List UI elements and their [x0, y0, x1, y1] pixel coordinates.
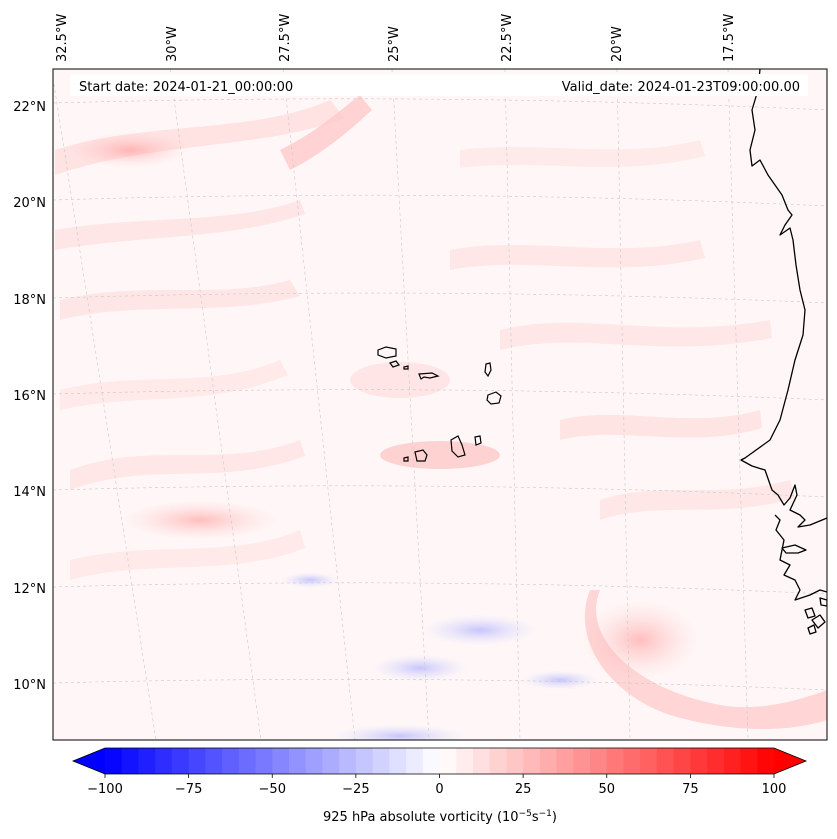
island-sal	[484, 362, 492, 378]
start-date-label: Start date: 2024-01-21_00:00:00	[79, 80, 293, 95]
colorbar-swatch	[456, 748, 474, 774]
colorbar-label: 925 hPa absolute vorticity (10−5s−1)	[323, 809, 557, 825]
lat-label-14n: 14°N	[13, 485, 46, 500]
island-brava	[403, 456, 409, 462]
lat-label-22n: 22°N	[13, 100, 46, 115]
colorbar-swatch	[406, 748, 424, 774]
colorbar-swatch	[690, 748, 708, 774]
map-frame	[52, 68, 828, 741]
island-maio	[474, 435, 482, 446]
longitude-labels: 32.5°W 30°W 27.5°W 25°W 22.5°W 20°W 17.5…	[55, 14, 737, 62]
colorbar-swatch	[322, 748, 340, 774]
colorbar-tick-label: −25	[342, 782, 369, 797]
island-boa-vista	[486, 391, 502, 405]
colorbar-swatch	[255, 748, 273, 774]
island-santo-antao	[377, 346, 397, 359]
cape-verde-islands	[377, 346, 502, 462]
colorbar-swatch	[138, 748, 156, 774]
lat-label-10n: 10°N	[13, 678, 46, 693]
colorbar-swatch	[623, 748, 641, 774]
island-sao-nicolau	[418, 372, 440, 380]
colorbar-swatch	[539, 748, 558, 774]
lon-label-27-5w: 27.5°W	[278, 14, 293, 62]
lat-label-20n: 20°N	[13, 196, 46, 211]
colorbar-max-extend	[774, 748, 806, 774]
map-panel	[53, 69, 827, 740]
lon-label-25w: 25°W	[387, 26, 402, 62]
west-africa-coastline	[740, 69, 827, 635]
colorbar-swatch	[339, 748, 357, 774]
colorbar-swatch	[740, 748, 758, 774]
lat-label-12n: 12°N	[13, 582, 46, 597]
island-fogo	[414, 449, 428, 462]
colorbar-swatch	[523, 748, 541, 774]
colorbar-tick-label: 25	[515, 782, 532, 797]
colorbar-tick-label: 0	[435, 782, 443, 797]
colorbar-swatch	[188, 748, 206, 774]
island-santiago	[450, 435, 466, 458]
lon-label-20w: 20°W	[610, 26, 625, 62]
lon-label-30w: 30°W	[165, 26, 180, 62]
colorbar-swatch	[707, 748, 725, 774]
colorbar-swatch	[489, 748, 508, 774]
island-sao-vicente	[389, 360, 400, 368]
island-santa-luzia	[403, 365, 409, 370]
colorbar-swatch	[205, 748, 223, 774]
colorbar-swatch	[355, 748, 374, 774]
colorbar-swatch	[272, 748, 290, 774]
latitude-labels: 22°N 20°N 18°N 16°N 14°N 12°N 10°N	[13, 100, 46, 693]
colorbar-tick-label: 75	[682, 782, 699, 797]
valid-date-label: Valid_date: 2024-01-23T09:00:00.00	[562, 80, 800, 95]
colorbar-tick-label: 100	[762, 782, 787, 797]
colorbar-min-extend	[73, 748, 105, 774]
colorbar-swatch	[238, 748, 257, 774]
colorbar-swatch	[656, 748, 675, 774]
vorticity-field	[55, 95, 827, 740]
colorbar-tick-label: −75	[175, 782, 202, 797]
colorbar-swatch	[121, 748, 140, 774]
colorbar-swatch	[171, 748, 190, 774]
colorbar-swatch	[389, 748, 407, 774]
date-banner	[70, 74, 808, 96]
colorbar-swatch	[222, 748, 240, 774]
colorbar-swatch	[757, 748, 775, 774]
colorbar-swatch	[640, 748, 658, 774]
colorbar-swatch	[105, 748, 123, 774]
colorbar-swatch	[155, 748, 173, 774]
lat-label-16n: 16°N	[13, 389, 46, 404]
colorbar-swatch	[590, 748, 608, 774]
lat-label-18n: 18°N	[13, 293, 46, 308]
graticule	[53, 69, 827, 740]
colorbar-swatch	[506, 748, 524, 774]
colorbar-swatch	[673, 748, 691, 774]
colorbar-swatch	[372, 748, 390, 774]
lon-label-32-5w: 32.5°W	[55, 14, 70, 62]
colorbar-swatch	[606, 748, 625, 774]
colorbar-swatch	[573, 748, 591, 774]
colorbar-tick-label: 50	[598, 782, 615, 797]
colorbar-swatch	[305, 748, 324, 774]
colorbar-tick-label: −100	[87, 782, 123, 797]
colorbar-swatch	[472, 748, 491, 774]
colorbar-swatch	[556, 748, 574, 774]
colorbar-ticks: −100 −75 −50 −25 0 25 50 75 100	[87, 774, 786, 797]
colorbar-swatch	[439, 748, 457, 774]
lon-label-22-5w: 22.5°W	[500, 14, 515, 62]
colorbar-swatch	[723, 748, 742, 774]
colorbar: −100 −75 −50 −25 0 25 50 75 100 925 hPa absolute…	[71, 747, 808, 825]
colorbar-swatch	[288, 748, 307, 774]
colorbar-tick-label: −50	[259, 782, 286, 797]
lon-label-17-5w: 17.5°W	[722, 14, 737, 62]
colorbar-swatch	[422, 748, 441, 774]
colorbar-swatches	[105, 748, 775, 774]
